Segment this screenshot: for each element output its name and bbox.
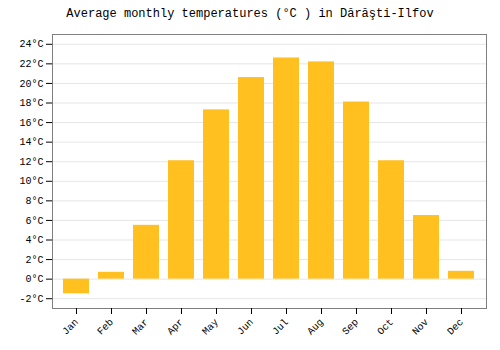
svg-text:May: May (200, 317, 221, 338)
svg-text:12°C: 12°C (19, 157, 43, 168)
svg-text:8°C: 8°C (25, 196, 43, 207)
svg-text:0°C: 0°C (25, 274, 43, 285)
html-text:Average monthly temperatures (: Average monthly temperatures (°C ) in Dă… (66, 7, 434, 21)
svg-text:-2°C: -2°C (19, 294, 43, 305)
svg-text:Jul: Jul (270, 317, 291, 338)
svg-text:Mar: Mar (130, 317, 151, 338)
svg-text:Sep: Sep (340, 317, 361, 338)
svg-text:Oct: Oct (375, 317, 396, 338)
svg-text:Apr: Apr (165, 317, 186, 338)
svg-text:10°C: 10°C (19, 176, 43, 187)
svg-text:20°C: 20°C (19, 79, 43, 90)
svg-text:18°C: 18°C (19, 98, 43, 109)
svg-text:24°C: 24°C (19, 39, 43, 50)
svg-text:Aug: Aug (305, 317, 326, 338)
svg-text:16°C: 16°C (19, 118, 43, 129)
svg-text:14°C: 14°C (19, 137, 43, 148)
svg-text:4°C: 4°C (25, 235, 43, 246)
svg-text:6°C: 6°C (25, 216, 43, 227)
svg-text:Nov: Nov (410, 317, 431, 338)
svg-text:22°C: 22°C (19, 59, 43, 70)
svg-text:Dec: Dec (445, 317, 466, 338)
svg-text:Feb: Feb (95, 317, 116, 338)
svg-text:Jun: Jun (235, 317, 256, 338)
svg-text:Jan: Jan (60, 317, 81, 338)
svg-text:2°C: 2°C (25, 255, 43, 266)
